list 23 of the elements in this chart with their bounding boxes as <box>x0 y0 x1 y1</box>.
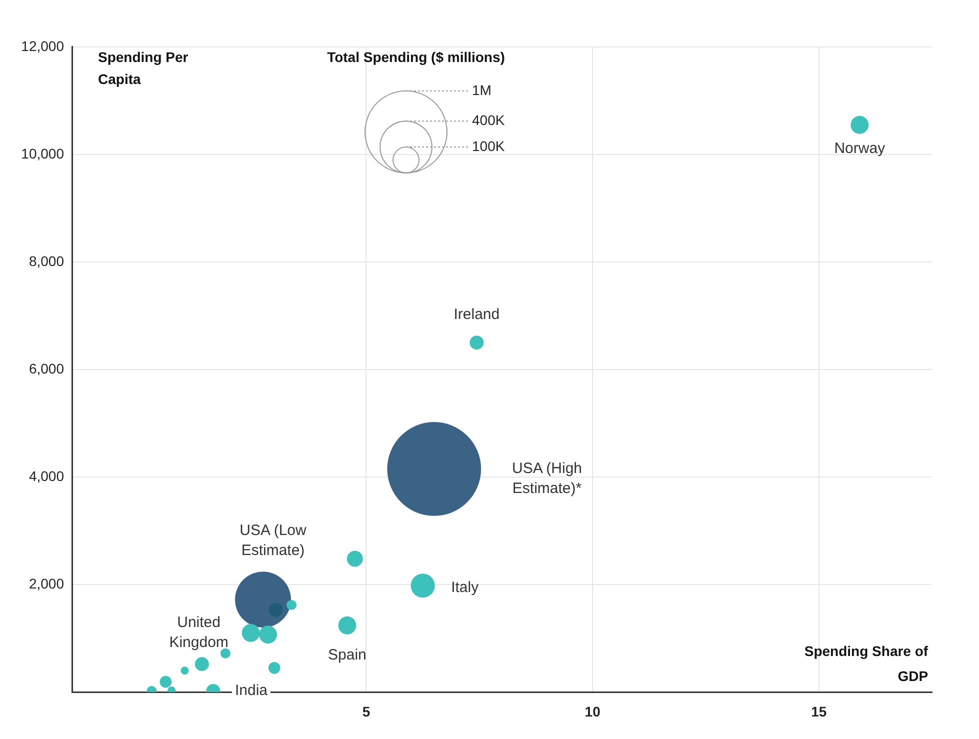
annotation: United Kingdom <box>169 614 228 652</box>
annotation: Ireland <box>454 306 500 323</box>
y-tick-label: 8,000 <box>28 252 64 269</box>
annotation: USA (High Estimate)* <box>512 460 582 498</box>
annotation: Italy <box>451 578 480 596</box>
y-axis-title: Spending Per Capita <box>98 48 189 87</box>
y-tick-label: 4,000 <box>28 468 64 484</box>
y-tick-label: 10,000 <box>21 145 64 162</box>
annotation: USA (Low Estimate) <box>240 522 307 560</box>
y-tick-label: 2,000 <box>28 575 64 592</box>
y-tick-label: 12,000 <box>21 38 64 54</box>
legend-label: 100K <box>472 138 506 154</box>
legend-label: 400K <box>472 112 506 128</box>
legend-title: Total Spending ($ millions) <box>327 48 505 65</box>
x-tick-label: 10 <box>584 703 601 720</box>
annotation: Norway <box>834 140 886 158</box>
x-axis-title: Spending Share of GDP <box>804 642 928 684</box>
x-tick-label: 15 <box>811 703 827 720</box>
x-tick-label: 5 <box>362 703 370 720</box>
legend-label: 1M <box>472 82 492 98</box>
y-tick-label: 6,000 <box>28 360 64 376</box>
annotation: India <box>234 682 268 700</box>
annotation: Spain <box>328 646 366 664</box>
